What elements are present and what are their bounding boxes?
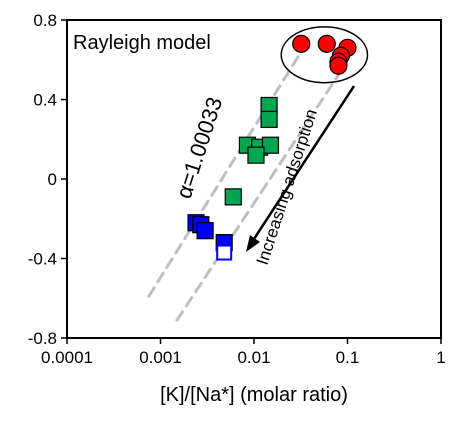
model-lines-group: [147, 44, 345, 322]
y-tick-label: 0: [48, 170, 57, 189]
data-point-circle: [329, 56, 348, 75]
x-tick-label: 0.001: [139, 348, 182, 367]
x-tick-label: 0.01: [237, 348, 270, 367]
data-point-circle: [317, 34, 336, 53]
data-point-square: [247, 146, 265, 164]
data-points-group: [187, 34, 357, 261]
x-tick-label: 0.1: [336, 348, 360, 367]
rayleigh-model-line: [175, 66, 345, 322]
data-point-square: [260, 110, 278, 128]
data-point-square: [224, 188, 242, 206]
trend-arrow-shaft: [250, 85, 356, 243]
x-tick-label: 1: [436, 348, 445, 367]
y-tick-label: 0.4: [33, 91, 57, 110]
x-tick-label: 0.0001: [41, 348, 93, 367]
y-tick-label: -0.8: [28, 329, 57, 348]
red-circle-group-outline: [280, 26, 369, 84]
axes-group: 0.0001 0.001 0.01 0.1 1 -0.8 -0.4 0 0.4 0.8: [28, 11, 446, 367]
data-point-circle: [292, 34, 311, 53]
trend-arrow: [246, 85, 356, 252]
data-point-square: [196, 222, 214, 240]
data-point-open-square: [216, 244, 233, 261]
chart-title: Rayleigh model: [73, 32, 211, 54]
x-axis-label: [K]/[Na*] (molar ratio): [160, 384, 348, 406]
red-group-ellipse: [280, 26, 369, 84]
y-tick-label: 0.8: [33, 11, 57, 30]
rayleigh-model-line: [147, 44, 307, 298]
data-point-square: [261, 136, 280, 154]
trend-arrow-head: [246, 235, 260, 252]
alpha-annotation: α=1.00033: [171, 94, 227, 202]
y-tick-label: -0.4: [28, 250, 57, 269]
plot-frame: [66, 19, 442, 339]
